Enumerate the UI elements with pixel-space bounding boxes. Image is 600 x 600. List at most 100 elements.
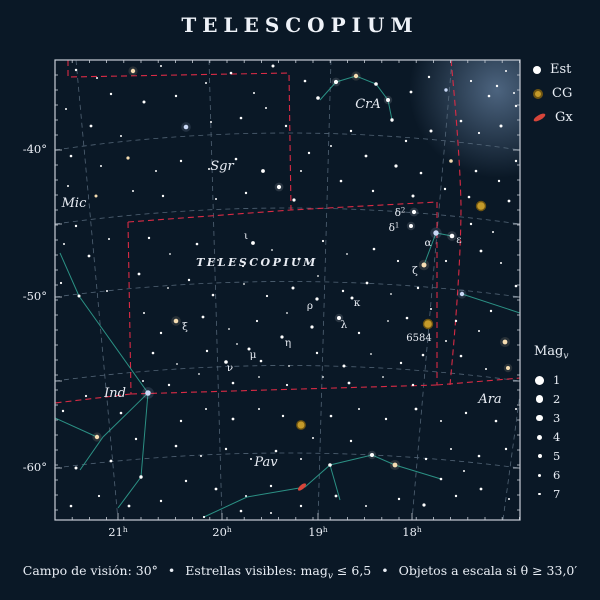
star [303,79,307,83]
caption-objects-scale: Objetos a escala si θ ≥ 33,0′ [398,563,578,578]
star [422,503,426,507]
star [424,457,428,461]
caption-bullet: • [167,563,176,578]
constellation-label: TELESCOPIUM [196,256,318,269]
star-label: ν [227,362,233,374]
mag-dot-icon [536,414,543,422]
star [506,366,510,370]
globular-cluster [296,420,306,430]
boundary-line [127,201,438,223]
star [445,340,447,342]
star [59,281,63,285]
star [514,104,518,108]
star-label: λ [341,319,348,331]
star [69,504,73,508]
star [109,92,113,96]
star [322,376,324,378]
star [94,194,98,198]
star [106,290,108,292]
mag-value: 2 [553,392,561,407]
mag-dot-box [534,375,545,385]
constellation-label: CrA [355,97,381,112]
star [109,459,113,463]
star [205,349,209,353]
mag-dot-icon [535,395,544,403]
star [508,498,510,500]
star [300,458,302,460]
star [409,90,413,94]
mag-dot-icon [538,493,541,496]
star [492,231,494,233]
star [276,184,282,190]
star [449,233,455,239]
star [261,169,265,173]
star [411,209,417,215]
star [312,437,314,439]
star [515,408,517,410]
star [258,408,260,410]
star [337,316,341,320]
star [130,68,136,74]
star [396,259,400,263]
star [328,463,332,467]
star [439,477,443,481]
star [285,383,289,387]
star [258,376,260,378]
star [63,243,65,245]
star [108,238,110,240]
dec-axis-label: -60° [23,460,47,474]
star [507,199,511,203]
star [291,286,295,290]
star [329,414,333,418]
star [421,262,427,268]
mag-legend-row: 7 [534,485,568,504]
star [430,308,432,310]
star [236,343,238,345]
mag-value: 3 [553,411,561,426]
star [205,82,207,84]
star [271,64,275,68]
ra-axis-label: 20h [212,525,232,539]
star [198,373,200,375]
boundary-line [436,377,520,386]
mag-value: 4 [553,430,561,445]
star [411,194,415,198]
star [392,462,398,468]
chart-layers: δ2 δ1 α ε ζ ι ξ ρ κλ η μ ν 6584 CrA Sgr Mic TELESCOPIUM I… [55,60,520,520]
star [339,179,343,183]
star [502,339,508,345]
star [315,351,319,355]
declination-arc [55,452,520,469]
constellation-line [59,252,149,471]
mag-legend-row: 1 [534,371,568,390]
star [500,262,502,264]
star [119,411,123,415]
star [440,420,442,422]
star [469,222,473,226]
star-label: 6584 [406,333,431,344]
star [372,247,376,251]
mag-value: 6 [553,468,561,483]
star-label: ξ [182,321,188,333]
mag-dot-box [534,454,545,459]
constellation-line [117,392,149,509]
star [394,164,398,168]
star [84,394,88,398]
star [94,434,100,440]
star [346,253,348,255]
right-ascension-line [75,60,119,520]
star [454,319,458,323]
constellation-label: Ind [103,386,126,401]
star [179,159,183,163]
star [228,328,230,330]
mag-dot-box [534,473,545,477]
mag-dot-box [534,414,545,422]
star-label: α [424,237,431,249]
object-legend: Est CG Gx [532,62,573,125]
legend-label-est: Est [550,62,572,77]
star [239,116,243,120]
mag-legend-title-text: Mag [534,344,564,359]
star [371,189,375,193]
star [100,165,102,167]
